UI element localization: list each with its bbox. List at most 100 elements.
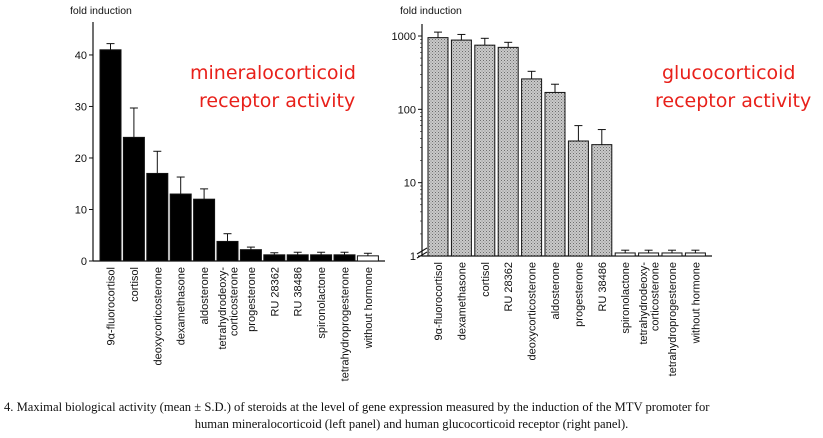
left-panel-mineralocorticoid: fold induction 0 10 20 30 40 9α-fluorocortis… (70, 5, 385, 381)
right-bar-tetrahydrodeoxy-corticosterone (638, 252, 660, 257)
right-bar-without-hormone (684, 252, 706, 257)
right-panel-glucocorticoid: fold induction 1 10 100 1000 9α-fluorocorti… (392, 5, 812, 376)
left-x-tick-label-ru-38486: RU 38486 (293, 267, 305, 317)
svg-text:RU 38486: RU 38486 (293, 267, 305, 317)
svg-text:9α-fluorocortisol: 9α-fluorocortisol (433, 262, 445, 341)
svg-text:cortisol: cortisol (480, 262, 492, 297)
left-bar-tetrahydrodeoxy-corticosterone (216, 240, 239, 262)
svg-text:tetrahydroprogesterone: tetrahydroprogesterone (667, 262, 679, 376)
right-y-tick-label-2: 100 (398, 104, 416, 116)
svg-text:aldosterone: aldosterone (199, 267, 211, 325)
right-x-tick-label-cortisol: cortisol (480, 262, 492, 297)
left-x-tick-label-dexamethasone: dexamethasone (176, 267, 188, 345)
svg-text:9α-fluorocortisol: 9α-fluorocortisol (106, 267, 118, 346)
right-bar-tetrahydroprogesterone (661, 252, 683, 257)
right-axes: 1 10 100 1000 (392, 24, 712, 263)
left-bars (99, 49, 379, 262)
right-y-tick-label-3: 1000 (392, 31, 416, 43)
right-bar-9-fluorocortisol (427, 37, 449, 257)
svg-text:deoxycorticosterone: deoxycorticosterone (527, 262, 539, 360)
left-bar-tetrahydroprogesterone (333, 254, 356, 262)
right-y-axis-label: fold induction (400, 5, 462, 17)
left-y-tick-label-2: 20 (75, 153, 87, 165)
left-bar-dexamethasone (169, 193, 192, 262)
left-bar-deoxycorticosterone (146, 172, 169, 262)
left-x-tick-label-cortisol: cortisol (129, 267, 141, 302)
left-x-tick-label-9-fluorocortisol: 9α-fluorocortisol (106, 267, 118, 346)
left-error-bars (106, 43, 372, 256)
svg-text:tetrahydrodeoxy-: tetrahydrodeoxy- (217, 267, 229, 350)
right-x-tick-label-without-hormone: without hormone (690, 262, 702, 344)
caption-line-2: human mineralocorticoid (left panel) and… (194, 417, 629, 431)
svg-text:spironolactone: spironolactone (620, 262, 632, 334)
left-x-tick-label-without-hormone: without hormone (363, 267, 375, 349)
left-bar-aldosterone (193, 198, 216, 262)
right-x-tick-label-dexamethasone: dexamethasone (456, 262, 468, 340)
left-y-axis-label: fold induction (70, 5, 132, 17)
left-x-tick-label-progesterone: progesterone (246, 267, 258, 332)
right-x-tick-label-aldosterone: aldosterone (550, 262, 562, 320)
figure-caption: 4. Maximal biological activity (mean ± S… (4, 399, 819, 433)
left-annotation-line2: receptor activity (199, 90, 355, 112)
right-bar-deoxycorticosterone (521, 78, 543, 257)
svg-text:RU 38486: RU 38486 (597, 262, 609, 312)
right-bar-progesterone (567, 140, 589, 257)
right-x-tick-label-tetrahydroprogesterone: tetrahydroprogesterone (667, 262, 679, 376)
right-x-tick-label-spironolactone: spironolactone (620, 262, 632, 334)
svg-text:dexamethasone: dexamethasone (456, 262, 468, 340)
right-bar-ru-28362 (497, 46, 519, 257)
right-bar-dexamethasone (450, 39, 472, 257)
right-x-tick-label-progesterone: progesterone (573, 262, 585, 327)
left-x-tick-label-ru-28362: RU 28362 (269, 267, 281, 317)
svg-text:without hormone: without hormone (363, 267, 375, 349)
left-x-tick-labels: 9α-fluorocortisol cortisol deoxycorticoste… (106, 267, 375, 382)
right-bar-cortisol (474, 44, 496, 257)
left-y-tick-label-3: 30 (75, 101, 87, 113)
left-x-tick-label-deoxycorticosterone: deoxycorticosterone (152, 267, 164, 365)
left-bar-ru-38486 (286, 254, 309, 262)
right-x-tick-label-9-fluorocortisol: 9α-fluorocortisol (433, 262, 445, 341)
left-x-tick-label-aldosterone: aldosterone (199, 267, 211, 325)
left-bar-progesterone (239, 249, 262, 262)
svg-text:spironolactone: spironolactone (316, 267, 328, 339)
right-bar-ru-38486 (591, 144, 613, 257)
right-bars (427, 37, 706, 257)
left-bar-without-hormone (356, 255, 379, 262)
right-x-tick-label-ru-38486: RU 38486 (597, 262, 609, 312)
svg-text:RU 28362: RU 28362 (269, 267, 281, 317)
svg-text:progesterone: progesterone (246, 267, 258, 332)
left-annotation-line1: mineralocorticoid (190, 62, 356, 84)
svg-text:dexamethasone: dexamethasone (176, 267, 188, 345)
svg-text:aldosterone: aldosterone (550, 262, 562, 320)
right-annotation-line1: glucocorticoid (662, 62, 795, 84)
right-x-tick-label-ru-28362: RU 28362 (503, 262, 515, 312)
right-y-tick-label-0: 1 (410, 251, 416, 263)
right-x-tick-label-tetrahydrodeoxy-corticosterone: tetrahydrodeoxy-corticosterone (638, 262, 662, 345)
left-bar-cortisol (122, 136, 145, 262)
caption-line-1: 4. Maximal biological activity (mean ± S… (4, 400, 710, 414)
right-axis-break (416, 247, 428, 259)
svg-text:tetrahydroprogesterone: tetrahydroprogesterone (340, 267, 352, 381)
left-bar-9-fluorocortisol (99, 49, 122, 262)
svg-text:RU 28362: RU 28362 (503, 262, 515, 312)
right-x-tick-labels: 9α-fluorocortisol dexamethasone cortisol RU… (433, 262, 702, 377)
left-x-tick-label-spironolactone: spironolactone (316, 267, 328, 339)
svg-text:progesterone: progesterone (573, 262, 585, 327)
left-y-tick-label-4: 40 (75, 50, 87, 62)
svg-text:cortisol: cortisol (129, 267, 141, 302)
right-bar-aldosterone (544, 91, 566, 257)
svg-text:without hormone: without hormone (690, 262, 702, 344)
right-y-tick-label-1: 10 (404, 178, 416, 190)
svg-text:deoxycorticosterone: deoxycorticosterone (152, 267, 164, 365)
svg-text:corticosterone: corticosterone (228, 267, 240, 336)
svg-text:corticosterone: corticosterone (649, 262, 661, 331)
right-x-tick-label-deoxycorticosterone: deoxycorticosterone (527, 262, 539, 360)
right-annotation-line2: receptor activity (655, 90, 811, 112)
left-x-tick-label-tetrahydroprogesterone: tetrahydroprogesterone (340, 267, 352, 381)
left-bar-spironolactone (310, 254, 333, 262)
left-x-tick-label-tetrahydrodeoxy-corticosterone: tetrahydrodeoxy-corticosterone (217, 267, 241, 350)
svg-text:tetrahydrodeoxy-: tetrahydrodeoxy- (638, 262, 650, 345)
left-bar-ru-28362 (263, 254, 286, 262)
left-y-tick-label-1: 10 (75, 204, 87, 216)
